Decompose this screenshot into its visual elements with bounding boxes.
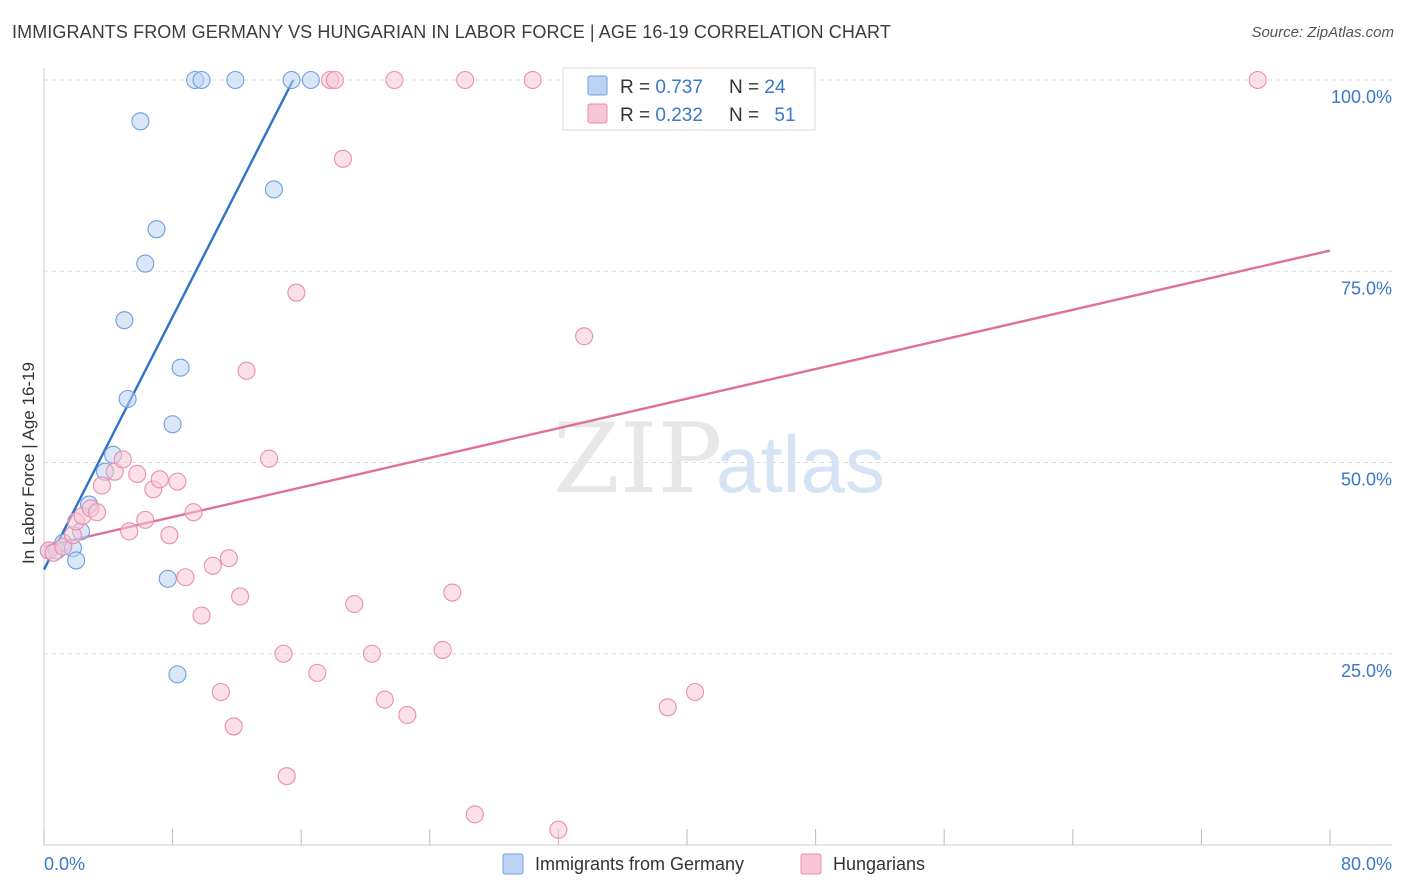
point-germany bbox=[282, 70, 301, 90]
point-germany bbox=[118, 389, 137, 409]
x-tick-label-max: 80.0% bbox=[1341, 854, 1392, 874]
point-hungarian bbox=[192, 606, 211, 625]
point-hungarian bbox=[259, 449, 279, 468]
point-germany bbox=[67, 551, 86, 570]
y-tick-label: 75.0% bbox=[1341, 278, 1392, 298]
legend-n-label-1: N = bbox=[729, 77, 764, 98]
point-hungarian bbox=[120, 522, 139, 541]
trend-line-germany bbox=[42, 79, 295, 571]
point-hungarian bbox=[274, 644, 293, 663]
x-tick-label-min: 0.0% bbox=[44, 854, 85, 874]
point-hungarian bbox=[398, 705, 417, 725]
point-hungarian bbox=[523, 70, 542, 90]
point-hungarian bbox=[237, 361, 256, 380]
point-germany bbox=[264, 180, 283, 199]
point-hungarian bbox=[113, 450, 132, 469]
bottom-legend-label-germany: Immigrants from Germany bbox=[535, 854, 744, 874]
y-tick-labels: 25.0% 50.0% 75.0% 100.0% bbox=[1331, 87, 1392, 681]
trend-line-hungarians bbox=[43, 249, 1331, 548]
legend-swatch-germany bbox=[587, 75, 608, 96]
y-tick-label: 50.0% bbox=[1341, 470, 1392, 490]
svg-text:N = 24: N = 24 bbox=[729, 77, 786, 98]
bottom-legend-swatch-hungarians bbox=[800, 853, 822, 875]
point-hungarian bbox=[549, 820, 568, 839]
data-points bbox=[39, 70, 1267, 839]
point-germany bbox=[168, 665, 187, 684]
point-hungarian bbox=[211, 682, 230, 702]
legend-swatch-hungarians bbox=[587, 103, 608, 124]
point-hungarian bbox=[128, 464, 147, 484]
bottom-legend-label-hungarians: Hungarians bbox=[833, 854, 925, 874]
point-hungarian bbox=[465, 805, 484, 824]
point-hungarian bbox=[168, 472, 187, 491]
point-germany bbox=[131, 112, 150, 131]
legend-n-value-1: 24 bbox=[764, 77, 786, 98]
point-hungarian bbox=[87, 503, 107, 522]
point-hungarian bbox=[345, 594, 364, 614]
point-hungarian bbox=[136, 510, 155, 529]
point-hungarian bbox=[224, 717, 243, 736]
point-hungarian bbox=[92, 476, 111, 495]
bottom-legend: Immigrants from Germany Hungarians bbox=[502, 853, 925, 875]
trend-lines bbox=[42, 79, 1331, 571]
svg-text:R = 0.737: R = 0.737 bbox=[620, 77, 703, 98]
point-hungarian bbox=[308, 663, 327, 682]
point-germany bbox=[301, 70, 320, 90]
point-hungarian bbox=[685, 682, 705, 702]
bottom-legend-swatch-germany bbox=[502, 853, 524, 875]
point-hungarian bbox=[203, 556, 222, 575]
watermark-zip: ZIP bbox=[553, 403, 722, 515]
legend-n-value-2: 51 bbox=[774, 105, 795, 126]
point-hungarian bbox=[184, 503, 203, 522]
point-hungarian bbox=[362, 644, 381, 663]
svg-text:N = 51: N = 51 bbox=[729, 105, 796, 126]
point-hungarian bbox=[287, 283, 306, 302]
point-germany bbox=[192, 70, 211, 90]
legend-r-label-2: R = bbox=[620, 105, 655, 126]
point-hungarian bbox=[176, 568, 195, 587]
point-germany bbox=[226, 70, 245, 90]
y-tick-label: 100.0% bbox=[1331, 87, 1392, 107]
point-germany bbox=[115, 311, 134, 330]
point-hungarian bbox=[385, 70, 404, 90]
legend-n-label-2: N = bbox=[729, 105, 764, 126]
point-hungarian bbox=[1248, 70, 1267, 90]
point-germany bbox=[136, 254, 155, 273]
point-germany bbox=[147, 220, 166, 239]
svg-text:R = 0.232: R = 0.232 bbox=[620, 105, 703, 126]
point-hungarian bbox=[325, 70, 345, 90]
point-hungarian bbox=[456, 70, 475, 90]
point-germany bbox=[163, 415, 182, 434]
point-germany bbox=[158, 569, 177, 588]
legend-r-value-2: 0.232 bbox=[655, 105, 703, 126]
point-hungarian bbox=[219, 549, 238, 568]
point-hungarian bbox=[277, 767, 296, 786]
legend-r-value-1: 0.737 bbox=[655, 77, 703, 98]
legend-r-label-1: R = bbox=[620, 77, 655, 98]
y-axis-label: In Labor Force | Age 16-19 bbox=[19, 362, 38, 564]
point-hungarian bbox=[375, 690, 394, 709]
source-credit: Source: ZipAtlas.com bbox=[1251, 24, 1394, 41]
chart-title: IMMIGRANTS FROM GERMANY VS HUNGARIAN IN … bbox=[12, 22, 891, 42]
point-hungarian bbox=[575, 327, 594, 346]
point-hungarian bbox=[433, 640, 452, 659]
point-hungarian bbox=[150, 470, 169, 489]
point-hungarian bbox=[658, 698, 677, 717]
stats-legend: R = 0.737 N = 24 R = 0.232 N = 51 bbox=[562, 67, 816, 131]
point-hungarian bbox=[443, 583, 462, 602]
point-germany bbox=[171, 358, 190, 377]
point-hungarian bbox=[231, 587, 250, 606]
point-hungarian bbox=[333, 149, 353, 168]
point-hungarian bbox=[160, 526, 179, 545]
y-tick-label: 25.0% bbox=[1341, 661, 1392, 681]
watermark-atlas: atlas bbox=[716, 420, 885, 509]
